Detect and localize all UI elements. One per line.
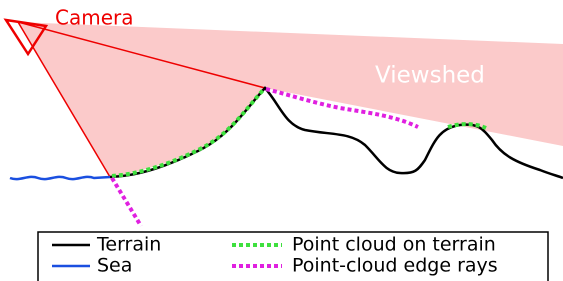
legend-label: Point-cloud edge rays (292, 255, 498, 277)
camera-label: Camera (55, 6, 134, 30)
legend-label: Sea (97, 255, 132, 277)
sea-line (10, 177, 110, 179)
edge-ray (112, 178, 141, 226)
diagram: Camera Viewshed Terrain Sea Point cloud … (0, 0, 563, 281)
legend-label: Terrain (96, 234, 161, 256)
legend-label: Point cloud on terrain (292, 234, 496, 256)
viewshed-label: Viewshed (375, 63, 485, 89)
viewshed-area (18, 22, 563, 177)
